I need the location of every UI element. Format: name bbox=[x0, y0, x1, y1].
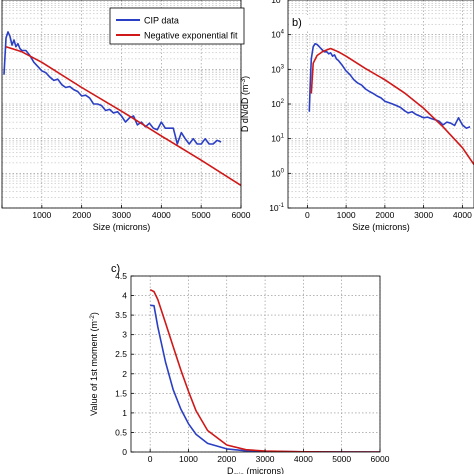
x-tick-label: 5000 bbox=[192, 210, 211, 220]
panel-c: 0 1000 2000 3000 4000 5000 6000 0 0.5 1 1.5 2 2.5 3 3.… bbox=[89, 263, 390, 474]
x-tick-label: 1000 bbox=[337, 210, 356, 220]
y-tick-label: 100 bbox=[271, 168, 284, 178]
exponential-fit-line bbox=[310, 47, 474, 165]
x-tick-label: 2000 bbox=[72, 210, 91, 220]
y-tick-label: 2.5 bbox=[115, 349, 127, 359]
x-tick-label: 4000 bbox=[294, 454, 313, 464]
exponential-fit-line bbox=[149, 288, 380, 452]
series-group bbox=[308, 42, 474, 165]
x-tick-label: 3000 bbox=[112, 210, 131, 220]
y-tick-label: 104 bbox=[271, 30, 284, 40]
exponential-fit-line bbox=[5, 45, 241, 187]
y-tick-label: 0 bbox=[122, 447, 127, 457]
x-axis-label: Size (microns) bbox=[93, 222, 151, 232]
y-tick-label: 3.5 bbox=[115, 310, 127, 320]
y-axis-label: D dN/dD (m-3) bbox=[240, 76, 250, 132]
x-tick-label: 5000 bbox=[332, 454, 351, 464]
y-tick-label: 1.5 bbox=[115, 388, 127, 398]
y-tick-label: 103 bbox=[271, 64, 284, 74]
cip-data-line bbox=[308, 42, 471, 129]
x-tick-label: 4000 bbox=[152, 210, 171, 220]
axes-frame bbox=[130, 275, 381, 453]
panel-a: 1000 2000 3000 4000 5000 6000 Size (microns) CI… bbox=[1, 0, 251, 232]
y-tick-label: 0.5 bbox=[115, 427, 127, 437]
legend-box bbox=[109, 7, 245, 45]
panel-label: c) bbox=[111, 263, 120, 275]
y-tick-label: 101 bbox=[271, 134, 284, 144]
x-axis-label: Size (microns) bbox=[352, 222, 410, 232]
y-tick-label: 2 bbox=[122, 369, 127, 379]
x-axis-label: Dmin (microns) bbox=[227, 466, 284, 474]
x-tick-label: 0 bbox=[305, 210, 310, 220]
panel-label: b) bbox=[292, 17, 302, 29]
x-tick-label: 1000 bbox=[179, 454, 198, 464]
x-tick-label: 4000 bbox=[453, 210, 472, 220]
x-tick-label: 1000 bbox=[32, 210, 51, 220]
series-group bbox=[3, 31, 241, 187]
y-tick-label: 10-1 bbox=[269, 203, 284, 213]
cip-data-line bbox=[3, 31, 222, 145]
x-tick-label: 2000 bbox=[375, 210, 394, 220]
y-tick-label: 3 bbox=[122, 330, 127, 340]
y-tick-label: 102 bbox=[271, 99, 284, 109]
panel-b: 0 1000 2000 3000 4000 10-1 100 101 102 103 104 105 S… bbox=[240, 0, 474, 232]
y-tick-label: 1 bbox=[122, 408, 127, 418]
legend-entry: Negative exponential fit bbox=[144, 31, 238, 41]
y-axis-label: Value of 1st moment (m-2) bbox=[89, 312, 99, 416]
legend-entry: CIP data bbox=[144, 16, 179, 26]
x-tick-label: 3000 bbox=[414, 210, 433, 220]
x-tick-label: 3000 bbox=[256, 454, 275, 464]
y-tick-label: 105 bbox=[271, 0, 284, 5]
x-tick-label: 0 bbox=[148, 454, 153, 464]
y-tick-label: 4.5 bbox=[115, 271, 127, 281]
x-tick-label: 2000 bbox=[217, 454, 236, 464]
x-tick-label: 6000 bbox=[371, 454, 390, 464]
panel-label-bg bbox=[289, 15, 308, 30]
x-tick-label: 6000 bbox=[232, 210, 251, 220]
y-tick-label: 4 bbox=[122, 291, 127, 301]
